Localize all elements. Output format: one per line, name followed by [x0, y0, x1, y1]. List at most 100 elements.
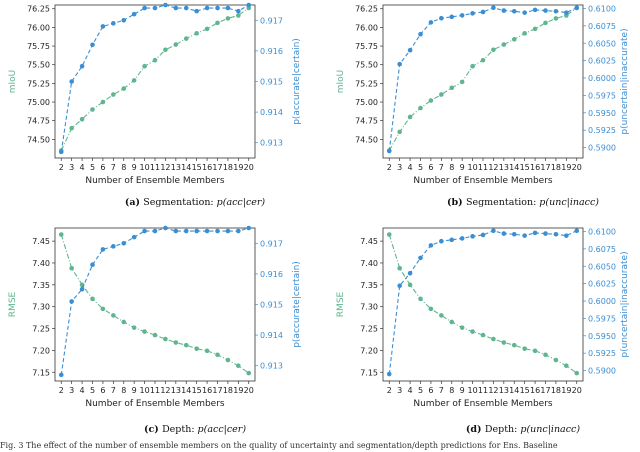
- x-tick-label: 2: [59, 386, 64, 395]
- x-tick-label: 11: [150, 163, 160, 172]
- data-point-left: [470, 329, 475, 334]
- left-y-tick-label: 7.40: [360, 259, 378, 268]
- subfigure-caption: (b) Segmentation: p(unc|inacc): [447, 197, 599, 208]
- data-point-left: [204, 26, 210, 32]
- data-point-left: [183, 36, 189, 41]
- x-tick-label: 10: [139, 386, 149, 395]
- data-point-left: [491, 47, 496, 53]
- right-y-tick-label: 0.6075: [588, 22, 616, 31]
- x-tick-label: 4: [80, 386, 85, 395]
- data-point-right: [491, 228, 496, 234]
- plot-frame: [382, 4, 584, 159]
- data-point-left: [397, 129, 402, 135]
- data-point-left: [58, 232, 64, 237]
- data-point-left: [225, 357, 231, 363]
- data-point-left: [204, 348, 210, 354]
- data-point-left: [163, 336, 168, 342]
- subfigure-caption: (a) Segmentation: p(acc|cer): [125, 197, 266, 208]
- data-point-right: [121, 241, 127, 246]
- left-y-tick-label: 76.25: [27, 5, 50, 14]
- x-tick-label: 3: [69, 386, 74, 395]
- data-point-right: [100, 24, 106, 29]
- left-y-tick-label: 75.75: [355, 42, 378, 51]
- left-y-tick-label: 7.25: [360, 325, 378, 334]
- data-point-right: [121, 18, 127, 23]
- right-y-tick-label: 0.916: [260, 270, 283, 279]
- x-tick-label: 5: [90, 163, 95, 172]
- x-tick-label: 7: [439, 386, 444, 395]
- chart-panel-2: 2 3 4 5 6 7 8 9 10 11 12 13 14 15 16 17 18 19 20 74.50 74.75…: [336, 4, 630, 208]
- x-tick-label: 16: [202, 386, 212, 395]
- chart-panel-3: 2 3 4 5 6 7 8 9 10 11 12 13 14 15 16 17 18 19 20 7.15 7.20 7.…: [8, 225, 302, 435]
- data-point-right: [459, 13, 465, 18]
- x-tick-label: 12: [160, 386, 170, 395]
- data-point-left: [100, 306, 106, 312]
- x-tick-label: 13: [171, 386, 181, 395]
- data-point-right: [215, 228, 220, 234]
- data-point-left: [225, 16, 231, 21]
- x-tick-label: 11: [478, 386, 488, 395]
- x-tick-label: 6: [428, 386, 433, 395]
- right-y-tick-label: 0.6075: [588, 245, 616, 254]
- caption-label: (b): [447, 197, 466, 208]
- x-tick-label: 6: [100, 163, 105, 172]
- data-point-right: [183, 228, 189, 234]
- x-tick-label: 15: [520, 386, 530, 395]
- series-line-right: [388, 230, 578, 375]
- data-point-right: [480, 232, 486, 238]
- data-point-left: [553, 357, 559, 363]
- caption-text: Segmentation:: [143, 197, 216, 208]
- data-point-right: [574, 5, 580, 11]
- data-point-left: [511, 37, 517, 42]
- data-point-right: [204, 5, 210, 11]
- data-point-right: [449, 237, 455, 243]
- data-point-right: [543, 231, 548, 236]
- data-point-right: [225, 5, 231, 11]
- data-point-left: [152, 332, 158, 338]
- right-y-tick-label: 0.917: [260, 239, 283, 248]
- plot-frame: [54, 4, 256, 159]
- data-point-left: [491, 336, 496, 342]
- left-y-tick-label: 75.00: [27, 98, 50, 107]
- data-point-right: [449, 14, 455, 20]
- left-y-tick-label: 7.45: [360, 237, 378, 246]
- left-y-tick-label: 75.00: [355, 98, 378, 107]
- data-point-right: [163, 225, 168, 231]
- data-point-left: [100, 99, 106, 105]
- right-y-tick-label: 0.5950: [588, 109, 616, 118]
- right-y-tick-label: 0.915: [260, 301, 283, 310]
- x-tick-label: 17: [212, 386, 222, 395]
- x-tick-label: 8: [449, 163, 454, 172]
- x-tick-label: 4: [408, 386, 413, 395]
- data-point-left: [90, 296, 95, 302]
- data-point-left: [397, 265, 402, 271]
- subfigure-caption: (c) Depth: p(acc|cer): [144, 424, 246, 435]
- x-tick-label: 20: [244, 163, 254, 172]
- x-tick-label: 4: [408, 163, 413, 172]
- x-tick-label: 16: [202, 163, 212, 172]
- data-point-right: [173, 228, 179, 234]
- data-point-left: [449, 85, 455, 91]
- caption-math: p(acc|cer): [198, 424, 247, 435]
- x-tick-label: 17: [540, 163, 550, 172]
- data-point-left: [131, 325, 137, 330]
- left-y-tick-label: 76.00: [27, 23, 50, 32]
- data-point-left: [564, 363, 569, 369]
- chart-panel-1: 2 3 4 5 6 7 8 9 10 11 12 13 14 15 16 17 18 19 20 74.50 74.75…: [8, 2, 302, 208]
- data-point-left: [90, 107, 95, 112]
- left-y-tick-label: 75.25: [355, 79, 378, 88]
- data-point-left: [407, 282, 413, 288]
- x-tick-label: 12: [488, 163, 498, 172]
- data-point-left: [428, 306, 434, 312]
- left-y-tick-label: 76.25: [355, 5, 378, 14]
- data-point-right: [246, 225, 252, 231]
- right-y-tick-label: 0.5925: [588, 349, 616, 358]
- x-tick-label: 9: [132, 163, 137, 172]
- data-point-right: [511, 231, 517, 237]
- data-point-right: [491, 5, 496, 11]
- x-tick-label: 10: [467, 163, 477, 172]
- x-tick-label: 14: [181, 163, 191, 172]
- x-tick-label: 14: [509, 163, 519, 172]
- data-point-right: [397, 61, 402, 67]
